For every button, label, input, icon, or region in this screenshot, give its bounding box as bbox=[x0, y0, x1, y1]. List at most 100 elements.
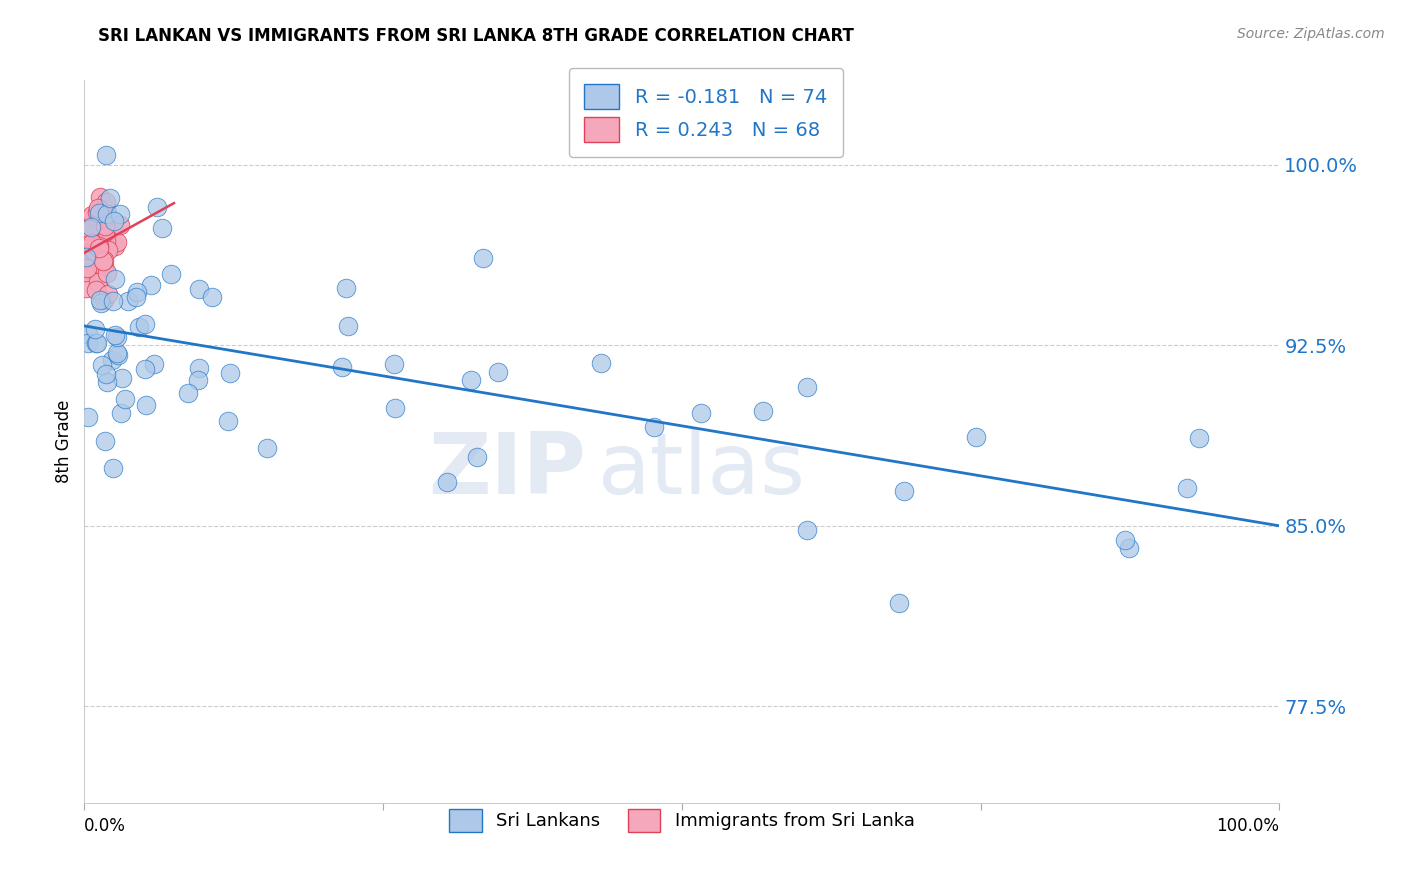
Point bbox=[96, 375, 118, 389]
Point bbox=[382, 357, 405, 371]
Point bbox=[82, 235, 104, 250]
Point bbox=[84, 221, 107, 235]
Point bbox=[86, 336, 108, 351]
Point bbox=[336, 319, 359, 334]
Y-axis label: 8th Grade: 8th Grade bbox=[55, 400, 73, 483]
Point bbox=[893, 483, 915, 498]
Point bbox=[84, 335, 107, 350]
Point bbox=[108, 207, 131, 221]
Point bbox=[80, 246, 103, 260]
Point bbox=[796, 523, 818, 537]
Point bbox=[90, 296, 112, 310]
Point bbox=[472, 251, 495, 265]
Point bbox=[75, 257, 97, 271]
Point bbox=[101, 460, 124, 475]
Point bbox=[75, 250, 97, 264]
Point bbox=[86, 202, 108, 216]
Point bbox=[689, 406, 711, 420]
Text: 0.0%: 0.0% bbox=[84, 817, 127, 835]
Point bbox=[86, 214, 108, 228]
Point bbox=[96, 207, 118, 221]
Point bbox=[887, 596, 910, 610]
Point bbox=[110, 406, 132, 420]
Point bbox=[143, 357, 166, 371]
Point bbox=[124, 290, 146, 304]
Point bbox=[589, 356, 612, 370]
Text: Source: ZipAtlas.com: Source: ZipAtlas.com bbox=[1237, 27, 1385, 41]
Point bbox=[486, 365, 509, 379]
Point bbox=[436, 475, 458, 489]
Point bbox=[128, 319, 150, 334]
Point bbox=[105, 330, 128, 344]
Point bbox=[90, 239, 112, 253]
Point bbox=[86, 219, 108, 233]
Point bbox=[87, 240, 110, 254]
Point bbox=[87, 241, 110, 255]
Point bbox=[86, 204, 108, 219]
Point bbox=[90, 270, 112, 285]
Point bbox=[80, 208, 103, 222]
Point bbox=[83, 252, 105, 267]
Point bbox=[90, 211, 112, 226]
Point bbox=[75, 234, 97, 248]
Point bbox=[103, 293, 125, 308]
Point bbox=[84, 219, 107, 234]
Point bbox=[96, 367, 118, 381]
Point bbox=[460, 374, 482, 388]
Point bbox=[89, 239, 111, 253]
Point bbox=[87, 207, 110, 221]
Point bbox=[93, 260, 115, 274]
Point bbox=[94, 244, 117, 258]
Point bbox=[187, 373, 209, 387]
Point bbox=[75, 265, 97, 279]
Point bbox=[101, 353, 124, 368]
Point bbox=[96, 266, 118, 280]
Point bbox=[384, 401, 406, 415]
Point bbox=[77, 246, 100, 260]
Point bbox=[89, 293, 111, 307]
Text: SRI LANKAN VS IMMIGRANTS FROM SRI LANKA 8TH GRADE CORRELATION CHART: SRI LANKAN VS IMMIGRANTS FROM SRI LANKA … bbox=[98, 27, 855, 45]
Point bbox=[335, 281, 357, 295]
Point bbox=[77, 260, 100, 274]
Legend: Sri Lankans, Immigrants from Sri Lanka: Sri Lankans, Immigrants from Sri Lanka bbox=[440, 799, 924, 841]
Point bbox=[77, 251, 100, 265]
Point bbox=[139, 278, 162, 293]
Point bbox=[94, 434, 117, 448]
Point bbox=[80, 255, 103, 269]
Point bbox=[114, 392, 136, 407]
Point bbox=[93, 293, 115, 307]
Point bbox=[89, 258, 111, 272]
Point bbox=[134, 317, 156, 331]
Point bbox=[94, 225, 117, 239]
Point bbox=[79, 261, 101, 276]
Point bbox=[77, 327, 100, 342]
Point bbox=[84, 226, 107, 240]
Point bbox=[79, 222, 101, 236]
Point bbox=[76, 242, 98, 256]
Point bbox=[751, 404, 773, 418]
Point bbox=[84, 283, 107, 297]
Point bbox=[107, 348, 129, 362]
Point bbox=[82, 235, 104, 250]
Point bbox=[332, 360, 354, 375]
Point bbox=[108, 219, 131, 233]
Point bbox=[965, 430, 987, 444]
Point bbox=[89, 206, 111, 220]
Point bbox=[94, 201, 117, 215]
Point bbox=[465, 450, 488, 464]
Text: atlas: atlas bbox=[599, 429, 806, 512]
Point bbox=[127, 285, 149, 300]
Point bbox=[94, 194, 117, 209]
Point bbox=[135, 398, 157, 412]
Point bbox=[93, 221, 115, 235]
Point bbox=[96, 228, 118, 243]
Point bbox=[79, 262, 101, 277]
Point bbox=[75, 252, 97, 266]
Point bbox=[91, 359, 114, 373]
Point bbox=[87, 275, 110, 289]
Point bbox=[76, 261, 98, 276]
Text: ZIP: ZIP bbox=[429, 429, 586, 512]
Point bbox=[75, 281, 97, 295]
Point bbox=[796, 379, 818, 393]
Point bbox=[145, 200, 167, 214]
